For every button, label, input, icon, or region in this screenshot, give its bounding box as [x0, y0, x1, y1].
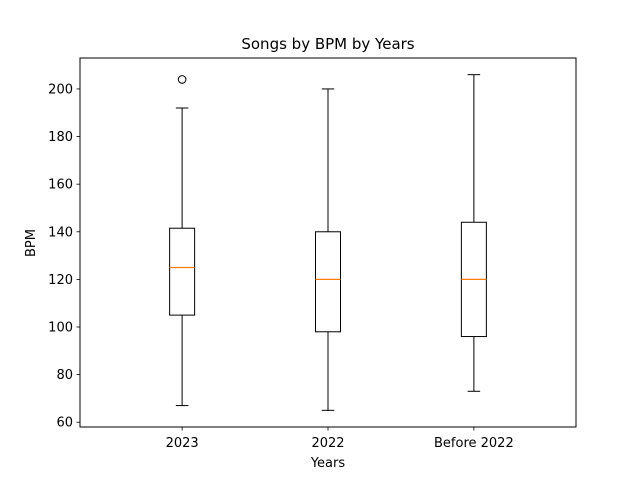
y-tick-label: 200: [48, 82, 73, 97]
box-iqr: [315, 231, 341, 333]
y-tick-label: 60: [56, 416, 73, 431]
box-group: [315, 88, 341, 411]
x-tick-label: 2022: [311, 436, 344, 451]
x-tick-label: Before 2022: [434, 436, 514, 451]
box-series: [169, 74, 487, 411]
y-tick-label: 180: [48, 130, 73, 145]
y-tick-label: 140: [48, 225, 73, 240]
outlier-point: [177, 75, 187, 84]
x-tick-label: 2023: [166, 436, 199, 451]
y-tick-label: 160: [48, 178, 73, 193]
y-tick-label: 120: [48, 273, 73, 288]
y-axis: 60 80 100 120 140 160 180 200: [48, 82, 80, 431]
y-tick-label: 100: [48, 321, 73, 336]
x-axis-label: Years: [310, 456, 346, 471]
y-tick-label: 80: [56, 368, 73, 383]
box-iqr: [169, 227, 196, 316]
box-group: [460, 74, 487, 392]
y-axis-label: BPM: [24, 229, 39, 257]
box-group: [169, 75, 196, 407]
x-axis: 2023 2022 Before 2022: [166, 427, 514, 451]
chart-title: Songs by BPM by Years: [241, 35, 414, 53]
